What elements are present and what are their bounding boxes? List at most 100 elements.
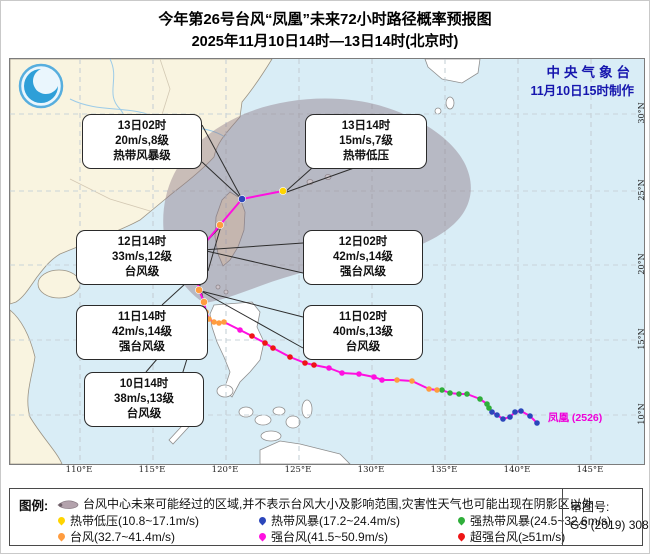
track-point-history — [494, 412, 500, 418]
legend-items: 热带低压(10.8~17.1m/s) 热带风暴(17.2~24.4m/s) 强热带风… — [56, 512, 611, 544]
cone-icon — [57, 500, 79, 509]
track-point-history — [464, 391, 470, 397]
legend-item-label: 强热带风暴(24.5~32.6m/s) — [470, 513, 612, 528]
callout-13d02h: 13日02时 20m/s,8级 热带风暴级 — [82, 114, 202, 169]
legend-item-label: 热带风暴(17.2~24.4m/s) — [271, 513, 401, 528]
visayas-island — [238, 406, 254, 418]
legend-item: 热带低压(10.8~17.1m/s) — [56, 512, 258, 528]
track-point-history — [512, 409, 518, 415]
intensity-dot-icon — [56, 515, 67, 525]
track-point-history — [379, 377, 385, 383]
issue-time: 11月10日15时制作 — [530, 84, 634, 98]
callout-10d14h: 10日14时 38m/s,13级 台风级 — [84, 372, 204, 427]
lon-label: 115°E — [138, 465, 166, 475]
track-point-history — [447, 390, 453, 396]
track-point-forecast — [238, 195, 246, 203]
track-point-history — [287, 354, 293, 360]
lon-label: 110°E — [65, 465, 93, 475]
lat-label: 20°N — [637, 253, 646, 275]
legend-item: 台风(32.7~41.4m/s) — [56, 528, 258, 544]
track-point-history — [426, 386, 432, 392]
intensity-dot-icon — [56, 531, 67, 541]
track-point-history — [311, 362, 317, 368]
track-point-history — [500, 416, 506, 422]
track-point-history — [477, 396, 483, 402]
track-point-history — [270, 345, 276, 351]
visayas-island — [272, 406, 286, 416]
vietnam-coast — [10, 309, 63, 464]
track-point-history — [409, 378, 415, 384]
typhoon-track — [192, 187, 540, 426]
track-point-history — [456, 391, 462, 397]
track-point-history — [534, 420, 540, 426]
lon-label: 140°E — [503, 465, 531, 475]
legend-note: 台风中心未来可能经过的区域,并不表示台风大小及影响范围,灾害性天气也可能出现在阴… — [57, 495, 594, 512]
callout-11d02h: 11日02时 40m/s,13级 台风级 — [303, 305, 423, 360]
samar-island — [301, 399, 313, 419]
track-point-history — [484, 401, 490, 407]
track-point-history — [356, 371, 362, 377]
map-approval-number: 审图号: GS (2019) 3082号 — [562, 489, 649, 545]
legend-item-label: 强台风(41.5~50.9m/s) — [271, 529, 389, 544]
track-point-history — [489, 409, 495, 415]
babuyan-islet — [215, 284, 221, 290]
track-point-history — [262, 340, 268, 346]
china-mainland — [10, 59, 273, 305]
intensity-dot-icon — [257, 531, 268, 541]
hainan-island — [37, 269, 81, 299]
track-point-forecast — [279, 187, 287, 195]
lon-label: 135°E — [430, 465, 458, 475]
visayas-island — [254, 414, 272, 426]
legend-item-label: 热带低压(10.8~17.1m/s) — [70, 513, 200, 528]
mindoro-island — [216, 384, 234, 398]
credit-block: 中央气象台 11月10日15时制作 — [530, 64, 634, 100]
visayas-island — [285, 415, 301, 429]
track-point-history — [221, 319, 227, 325]
intensity-dot-icon — [456, 531, 467, 541]
legend-title: 图例: — [19, 499, 49, 513]
lon-label: 130°E — [357, 465, 385, 475]
track-point-history — [439, 387, 445, 393]
track-point-history — [216, 320, 222, 326]
track-point-history — [394, 377, 400, 383]
track-point-history — [339, 370, 345, 376]
lon-label: 125°E — [284, 465, 312, 475]
track-point-history — [434, 387, 440, 393]
track-point-history — [211, 319, 217, 325]
track-point-history — [371, 374, 377, 380]
lon-label: 120°E — [211, 465, 239, 475]
track-map: 中央气象台 11月10日15时制作 13日02时 20m/s,8级 热带风暴级 … — [9, 58, 645, 465]
track-point-forecast — [195, 286, 203, 294]
track-point-history — [507, 414, 513, 420]
tanegashima-island — [445, 96, 455, 110]
page-title: 今年第26号台风“凤凰”未来72小时路径概率预报图 — [158, 11, 492, 28]
legend-item-label: 台风(32.7~41.4m/s) — [70, 529, 176, 544]
lat-label: 25°N — [637, 179, 646, 201]
legend-item-label: 超强台风(≥51m/s) — [470, 529, 566, 544]
yakushima-island — [434, 107, 442, 115]
callout-13d14h: 13日14时 15m/s,7级 热带低压 — [305, 114, 427, 169]
legend-item: 强台风(41.5~50.9m/s) — [257, 528, 457, 544]
legend-item: 超强台风(≥51m/s) — [456, 528, 611, 544]
lat-label: 30°N — [637, 102, 646, 124]
page-subtitle: 2025年11月10日14时—13日14时(北京时) — [191, 34, 459, 50]
track-point-history — [518, 408, 524, 414]
landmasses — [10, 59, 481, 464]
agency-name: 中央气象台 — [546, 65, 634, 80]
legend-item: 强热带风暴(24.5~32.6m/s) — [456, 512, 612, 528]
track-point-history — [249, 333, 255, 339]
intensity-dot-icon — [456, 515, 467, 525]
typhoon-name-label: 凤凰 (2526) — [548, 412, 603, 424]
intensity-dot-icon — [257, 515, 268, 525]
callout-11d14h: 11日14时 42m/s,14级 强台风级 — [76, 305, 208, 360]
lat-label: 10°N — [637, 403, 646, 425]
legend-item: 热带风暴(17.2~24.4m/s) — [257, 512, 457, 528]
track-point-history — [302, 360, 308, 366]
lat-label: 15°N — [637, 328, 646, 350]
luzon-island — [209, 301, 265, 398]
track-point-history — [326, 365, 332, 371]
callout-12d14h: 12日14时 33m/s,12级 台风级 — [76, 230, 208, 285]
legend-note-text: 台风中心未来可能经过的区域,并不表示台风大小及影响范围,灾害性天气也可能出现在阴… — [83, 497, 594, 511]
track-point-history — [237, 327, 243, 333]
mindanao-island — [259, 440, 351, 464]
